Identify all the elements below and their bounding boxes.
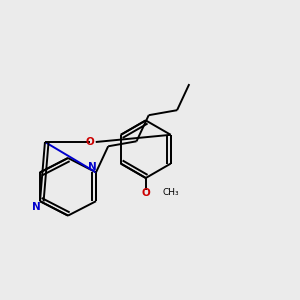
- Text: CH₃: CH₃: [163, 188, 179, 197]
- Text: N: N: [32, 202, 41, 212]
- Text: N: N: [88, 162, 97, 172]
- Text: O: O: [141, 188, 150, 198]
- Text: O: O: [85, 137, 94, 147]
